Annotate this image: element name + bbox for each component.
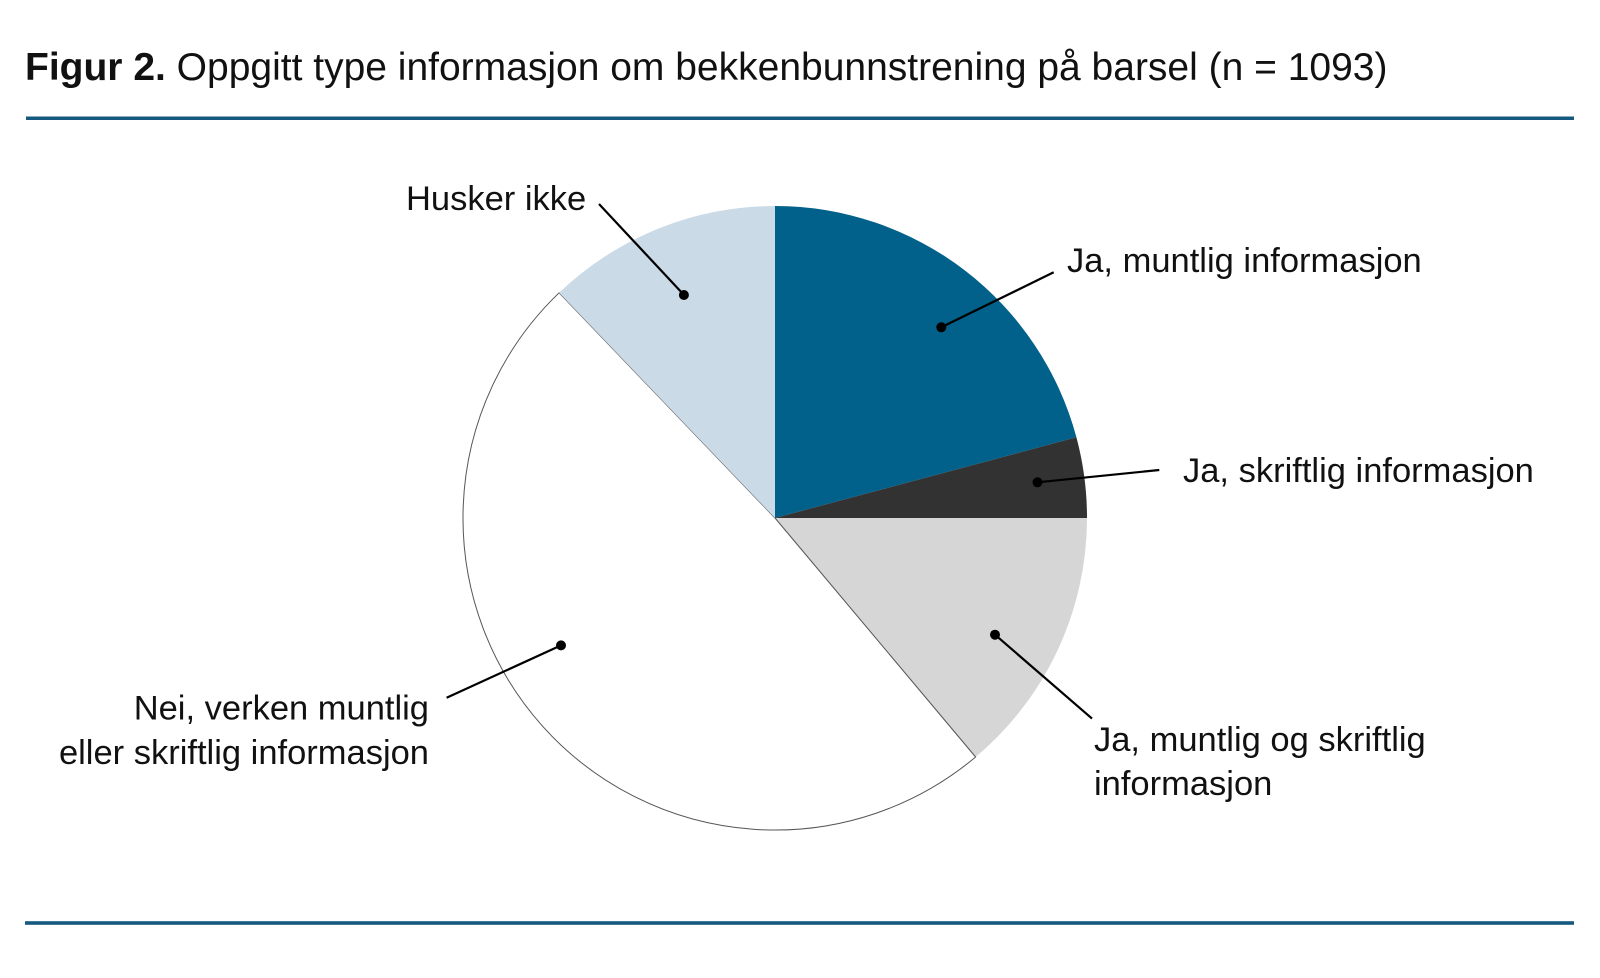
svg-text:informasjon: informasjon [1094, 765, 1272, 803]
svg-text:Ja, muntlig informasjon: Ja, muntlig informasjon [1067, 242, 1422, 280]
svg-text:Nei, verken muntlig: Nei, verken muntlig [134, 690, 429, 728]
svg-text:Ja, muntlig og skriftlig: Ja, muntlig og skriftlig [1094, 721, 1426, 759]
svg-text:eller skriftlig informasjon: eller skriftlig informasjon [59, 734, 429, 772]
svg-text:Ja, skriftlig informasjon: Ja, skriftlig informasjon [1183, 452, 1534, 490]
svg-text:Husker ikke: Husker ikke [406, 180, 586, 218]
svg-text:Figur 2. Oppgitt type informas: Figur 2. Oppgitt type informasjon om bek… [25, 46, 1388, 89]
